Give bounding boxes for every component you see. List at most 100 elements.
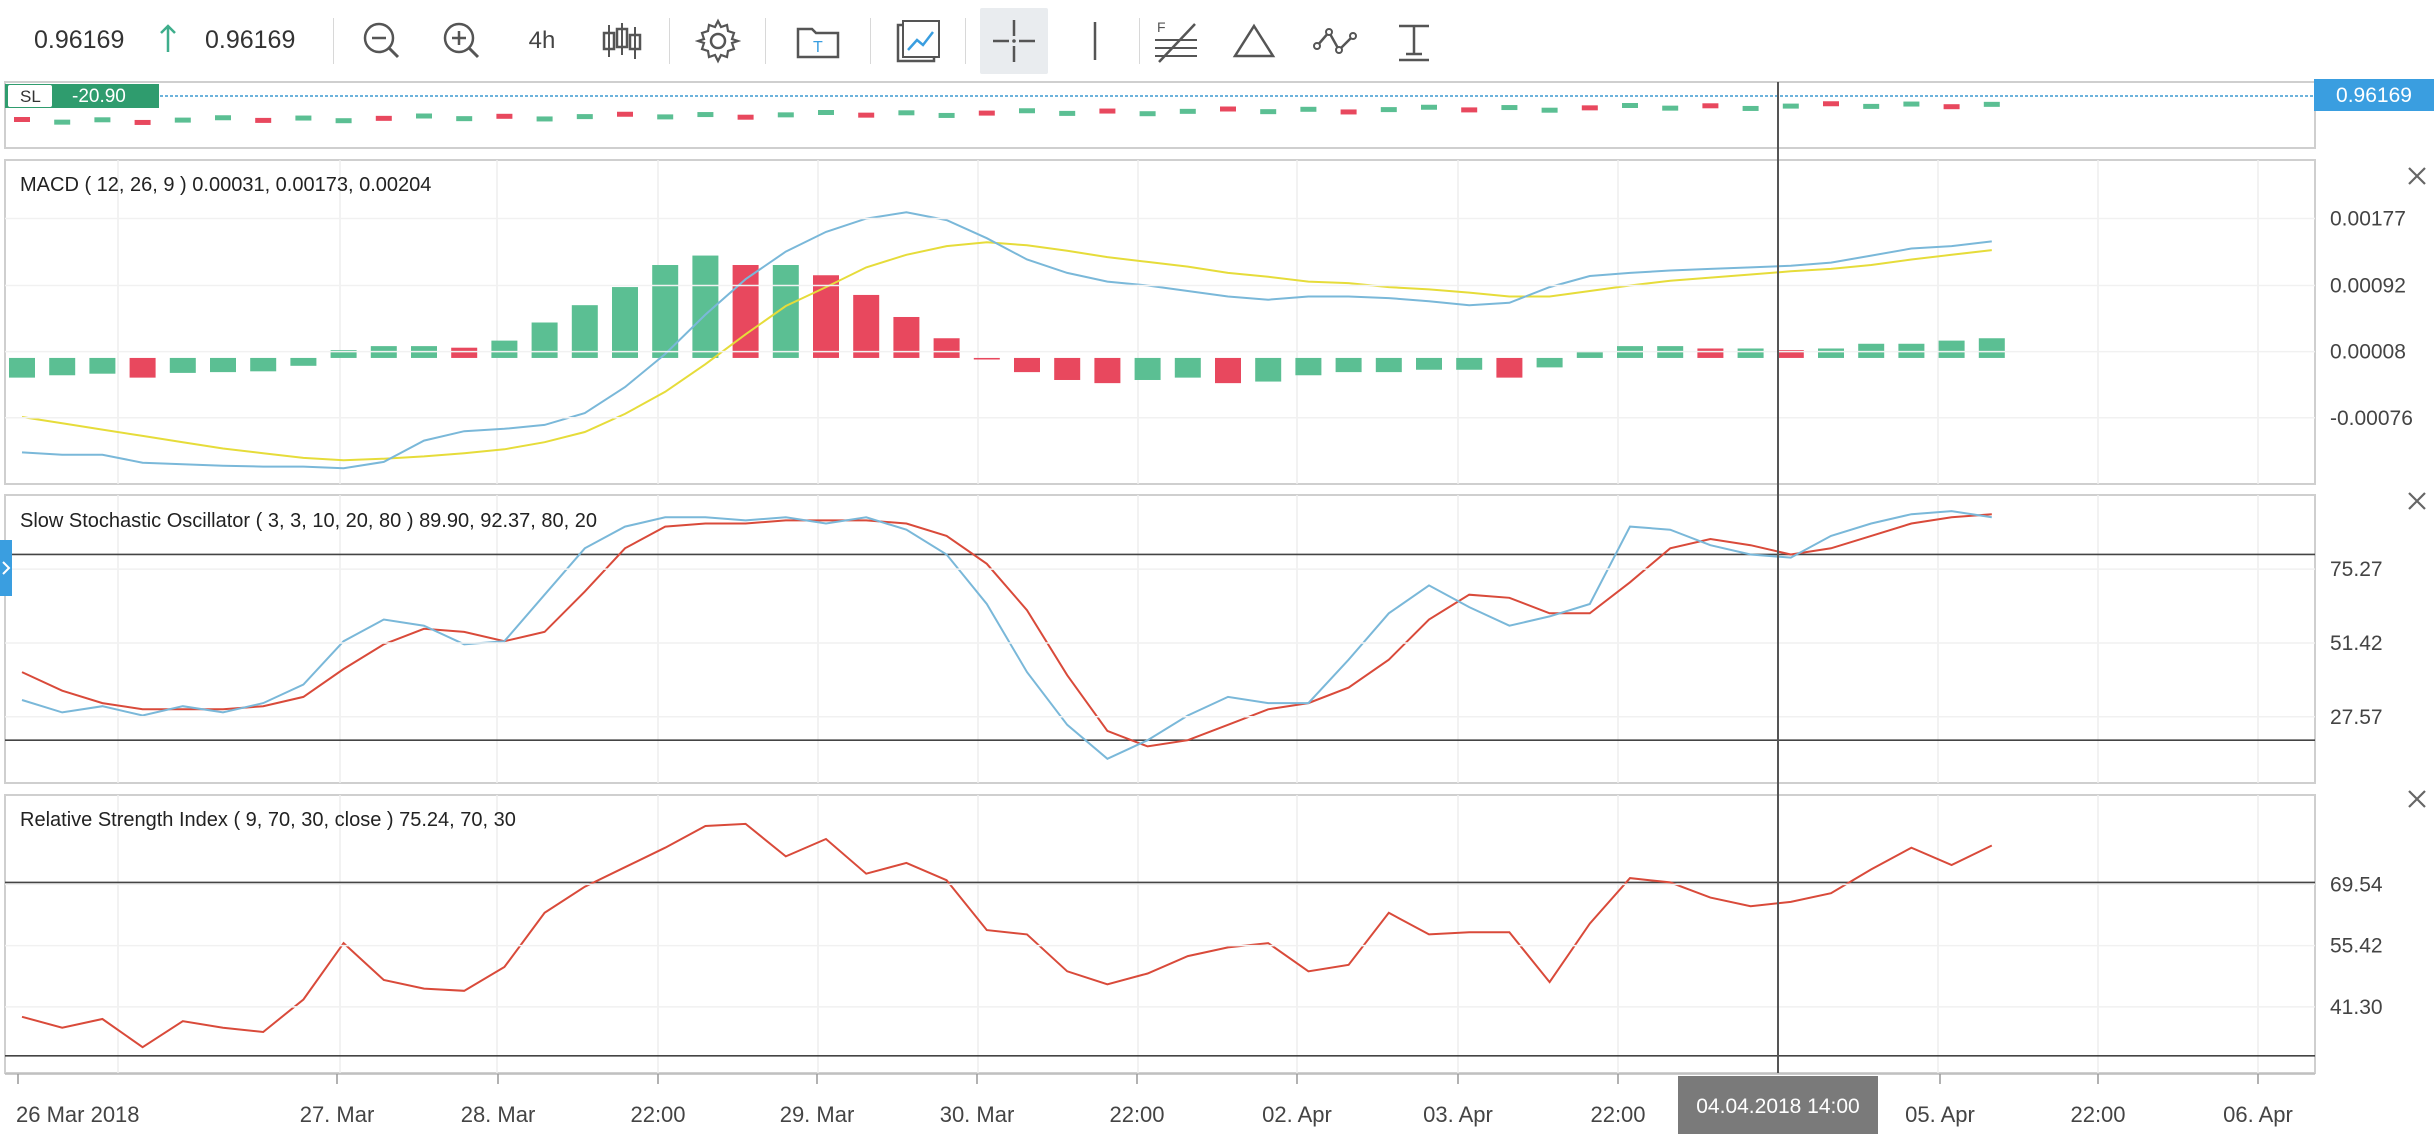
templates-button[interactable]: T [790,12,846,70]
mini-candle [496,113,513,119]
mini-candle [617,111,633,117]
y-tick-label: 41.30 [2330,996,2383,1019]
macd-panel[interactable]: 0.00177 0.00092 0.00008 -0.00076 MACD ( 12,… [4,159,2426,485]
polyline-button[interactable] [1306,12,1362,70]
macd-histogram-bar [1576,351,1603,358]
zoom-out-button[interactable] [354,12,410,70]
mini-candle [1501,105,1518,111]
gear-icon [695,18,741,64]
current-price-badge: 0.96169 [2314,79,2434,111]
macd-histogram-bar [1416,357,1442,370]
timeframe-button[interactable]: 4h [514,12,570,70]
macd-close-button[interactable] [2408,167,2426,185]
mini-candle [1903,101,1920,107]
mini-candle [1581,105,1598,111]
x-tick-label: 26 Mar 2018 [16,1102,140,1127]
mini-candle [94,117,111,123]
sl-badge[interactable]: SL -20.90 [5,84,159,108]
macd-histogram-bar [853,294,880,358]
mini-candle [295,115,312,121]
y-tick-label: -0.00076 [2330,407,2413,430]
toolbar-divider [1139,18,1140,64]
text-tool-button[interactable] [1386,12,1442,70]
toolbar: 0.96169 0.96169 4h T F [0,0,2436,82]
macd-histogram-bar [1014,357,1040,373]
toolbar-divider [765,18,766,64]
rsi-y-axis: 69.54 55.42 41.30 [5,873,2383,1019]
macd-title: MACD ( 12, 26, 9 ) 0.00031, 0.00173, 0.0… [20,174,431,196]
macd-histogram-bar [1215,357,1241,384]
mini-candle [1059,110,1076,116]
crosshair-button[interactable] [980,8,1048,74]
mini-candle [14,117,30,122]
sl-label: SL [20,87,41,106]
y-tick-label: 69.54 [2330,873,2383,896]
crosshair-icon [993,20,1035,62]
triangle-icon [1232,23,1276,58]
stoch-k-line [21,510,1992,760]
x-tick-label: 28. Mar [461,1102,536,1127]
chevron-right-icon [2,561,11,575]
macd-histogram-bar [1335,357,1362,373]
triangle-button[interactable] [1226,12,1282,70]
timeframe-label: 4h [528,27,556,54]
chart-type-button[interactable] [594,12,650,70]
mini-candle [1421,104,1437,110]
macd-histogram-bar [1818,348,1844,358]
macd-histogram-bar [1697,348,1724,358]
stoch-close-button[interactable] [2408,492,2426,510]
stoch-level-lines [5,553,2315,742]
macd-histogram-bar [1737,348,1764,358]
mini-candle [576,114,593,120]
mini-candle [1260,109,1277,115]
y-tick-label: 0.00092 [2330,274,2406,297]
macd-histogram-bar [1375,357,1402,373]
y-tick-label: 55.42 [2330,935,2383,958]
x-tick-label: 22:00 [2070,1102,2125,1127]
mini-candle [697,112,714,118]
svg-text:F: F [1157,19,1166,35]
y-tick-label: 75.27 [2330,558,2383,581]
macd-histogram-bar [1255,357,1282,382]
macd-histogram-bar [491,340,518,358]
macd-histogram-bar [210,357,236,373]
vertical-line-button[interactable] [1067,12,1123,70]
zoom-in-icon [443,22,480,59]
zoom-in-button[interactable] [434,12,490,70]
stoch-d-line [21,513,1992,748]
rsi-panel[interactable]: 69.54 55.42 41.30 Relative Strength Index … [4,790,2426,1074]
mini-candle [134,119,151,125]
mini-candle [1019,108,1035,114]
sl-value: -20.90 [72,86,126,107]
rsi-title: Relative Strength Index ( 9, 70, 30, clo… [20,809,516,831]
fibonacci-button[interactable]: F [1148,12,1204,70]
polyline-icon [1313,28,1357,54]
mini-candle [456,116,473,122]
mini-candle [938,112,955,118]
toolbar-divider [333,18,334,64]
arrow-up-icon [158,24,178,59]
macd-histogram-bar [9,357,35,378]
mini-candle [1179,108,1196,114]
macd-histogram-bar [169,357,196,373]
mini-candle [335,118,352,124]
mini-candle [1943,104,1960,110]
price-panel[interactable]: SL -20.90 0.96169 [4,79,2434,149]
mini-candle [215,115,231,121]
macd-histogram-bar [1456,357,1483,370]
panel-collapse-tab[interactable] [0,540,12,596]
macd-histogram-bar [1536,357,1563,368]
close-icon [2408,167,2426,185]
macd-histogram-bar [531,322,558,358]
rsi-close-button[interactable] [2408,790,2426,808]
indicators-button[interactable] [890,12,946,70]
macd-histogram-bar [49,357,76,376]
mini-candle [174,117,191,123]
y-tick-label: 0.00177 [2330,208,2406,231]
stochastic-panel[interactable]: 75.27 51.42 27.57 Slow Stochastic Oscillat… [0,492,2426,784]
x-tick-label: 02. Apr [1262,1102,1332,1127]
settings-button[interactable] [690,12,746,70]
macd-y-axis: 0.00177 0.00092 0.00008 -0.00076 [5,208,2413,430]
macd-histogram-bar [1978,338,2005,358]
